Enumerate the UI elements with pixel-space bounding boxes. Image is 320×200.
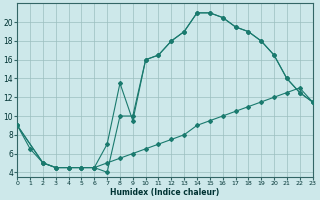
X-axis label: Humidex (Indice chaleur): Humidex (Indice chaleur)	[110, 188, 220, 197]
